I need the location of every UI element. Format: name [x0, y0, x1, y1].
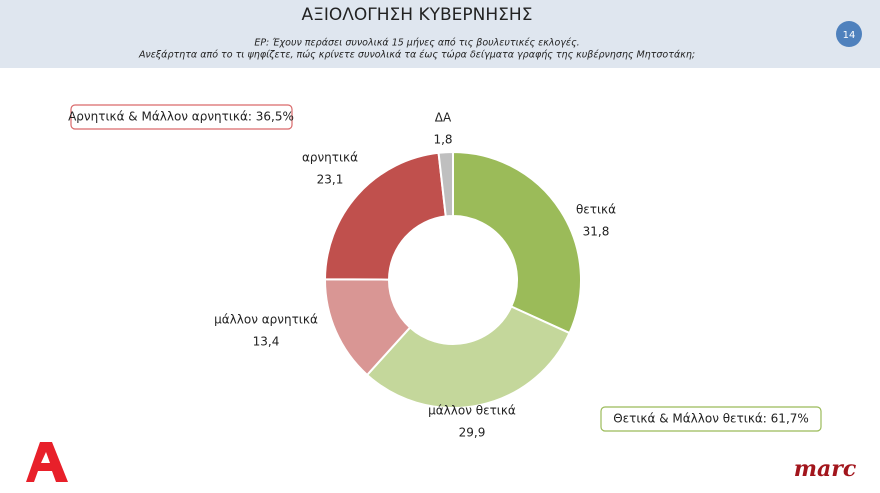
- header-band: [0, 0, 880, 68]
- value-label: 29,9: [459, 426, 486, 440]
- slice-label: θετικά: [576, 203, 616, 217]
- donut: θετικά 31,8 μάλλον θετικά 29,9 μάλλον αρνητι…: [214, 111, 616, 440]
- brand: marc: [794, 456, 857, 482]
- slice-label: μάλλον αρνητικά: [214, 313, 318, 327]
- annotation-box: [70, 104, 293, 130]
- annotation: Θετικά & Μάλλον θετικά: 61,7%: [613, 412, 809, 426]
- value-label: 13,4: [253, 335, 280, 349]
- value-label: 31,8: [583, 225, 610, 239]
- logo: [26, 442, 68, 482]
- title: ΑΞΙΟΛΟΓΗΣΗ ΚΥΒΕΡΝΗΣΗΣ: [302, 5, 533, 25]
- page-number: 14: [843, 30, 856, 41]
- slice-label: αρνητικά: [302, 151, 358, 165]
- slice: [452, 150, 582, 335]
- subtitle: Ανεξάρτητα από το τι ψηφίζετε, πώς κρίνε…: [138, 50, 695, 61]
- value-label: 1,8: [433, 133, 452, 147]
- slice: [323, 151, 447, 281]
- slice-label: ΔΑ: [435, 111, 452, 125]
- annotation-box: [600, 406, 822, 432]
- slice: [365, 305, 571, 409]
- annotation: Αρνητικά & Μάλλον αρνητικά: 36,5%: [68, 110, 294, 124]
- slice-label: μάλλον θετικά: [428, 404, 516, 418]
- value-label: 23,1: [317, 173, 344, 187]
- page-badge: [836, 21, 862, 47]
- subtitle: ΕΡ: Έχουν περάσει συνολικά 15 μήνες από …: [254, 38, 579, 49]
- slice: [437, 150, 454, 218]
